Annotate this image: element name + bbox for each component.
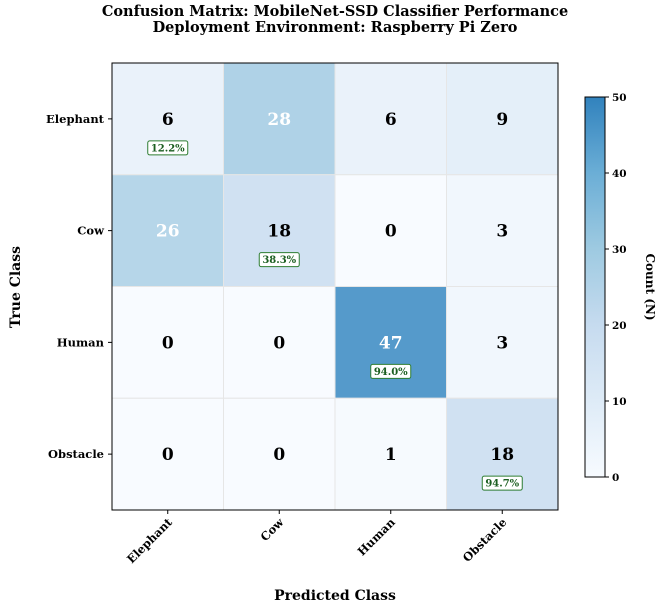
heatmap-cell [446, 62, 559, 176]
cell-value-label: 18 [267, 222, 291, 242]
y-tick-label: Elephant [46, 112, 105, 126]
cell-value-label: 28 [267, 110, 291, 130]
heatmap-cell [223, 174, 336, 287]
cell-value-label: 0 [162, 333, 174, 353]
heatmap-cells [111, 62, 559, 511]
heatmap-cell [446, 397, 559, 511]
heatmap-cell [111, 397, 224, 511]
cell-value-label: 6 [385, 110, 397, 130]
x-tick-label: Cow [258, 514, 288, 544]
cell-value-label: 1 [385, 445, 397, 465]
x-tick-label: Human [355, 515, 399, 559]
cell-value-label: 0 [273, 333, 285, 353]
diagonal-percentage-label: 38.3% [262, 255, 296, 266]
cell-value-label: 0 [162, 445, 174, 465]
diagonal-percentage-label: 94.0% [374, 367, 408, 378]
cell-value-label: 26 [156, 222, 180, 242]
x-tick-label: Elephant [124, 515, 175, 566]
y-axis-label: True Class [8, 246, 24, 328]
x-tick-labels: Elephant Cow Human Obstacle [124, 510, 509, 566]
chart-subtitle: Deployment Environment: Raspberry Pi Zer… [153, 19, 518, 36]
cell-value-label: 0 [385, 222, 397, 242]
heatmap-cell [446, 286, 559, 399]
x-tick-label: Obstacle [460, 515, 509, 564]
colorbar-tick-label: 50 [612, 92, 627, 104]
cell-value-label: 18 [490, 445, 514, 465]
cell-value-label: 3 [496, 333, 508, 353]
colorbar [584, 96, 606, 478]
cell-value-label: 47 [379, 333, 403, 353]
heatmap-cell [223, 62, 336, 176]
heatmap-cell [334, 397, 447, 511]
heatmap-cell [446, 174, 559, 287]
colorbar-tick-label: 0 [612, 472, 619, 484]
diagonal-percentage-box [258, 252, 300, 268]
heatmap-cell [111, 174, 224, 287]
y-tick-label: Obstacle [48, 447, 104, 461]
colorbar-tick-label: 20 [612, 320, 627, 332]
y-tick-labels: Elephant Cow Human Obstacle [46, 112, 112, 461]
heatmap-cell [223, 286, 336, 399]
diagonal-percentage-box [147, 140, 189, 156]
chart-title: Confusion Matrix: MobileNet-SSD Classifi… [102, 3, 568, 20]
heatmap-cell [223, 397, 336, 511]
y-tick-label: Human [57, 335, 105, 349]
cell-value-label: 3 [496, 222, 508, 242]
colorbar-tick-label: 40 [612, 168, 627, 180]
heatmap-cell-labels: 6 12.2% 28 6 9 26 18 38.3% 0 3 0 0 47 94.0% 3 0 0 1 18 94.7… [147, 110, 523, 491]
x-axis-label: Predicted Class [274, 588, 396, 604]
diagonal-percentage-label: 12.2% [151, 143, 185, 154]
cell-value-label: 0 [273, 445, 285, 465]
colorbar-tick-label: 10 [612, 396, 627, 408]
plot-frame [111, 62, 559, 511]
cell-value-label: 9 [496, 110, 508, 130]
heatmap-cell [111, 62, 224, 176]
diagonal-percentage-label: 94.7% [485, 479, 519, 490]
diagonal-percentage-box [481, 475, 523, 491]
colorbar-label: Count (N) [643, 253, 656, 320]
y-tick-label: Cow [77, 224, 105, 238]
diagonal-percentage-box [370, 363, 412, 379]
cell-value-label: 6 [162, 110, 174, 130]
colorbar-tick-label: 30 [612, 244, 627, 256]
colorbar-ticks: 0 10 20 30 40 50 [605, 92, 627, 484]
